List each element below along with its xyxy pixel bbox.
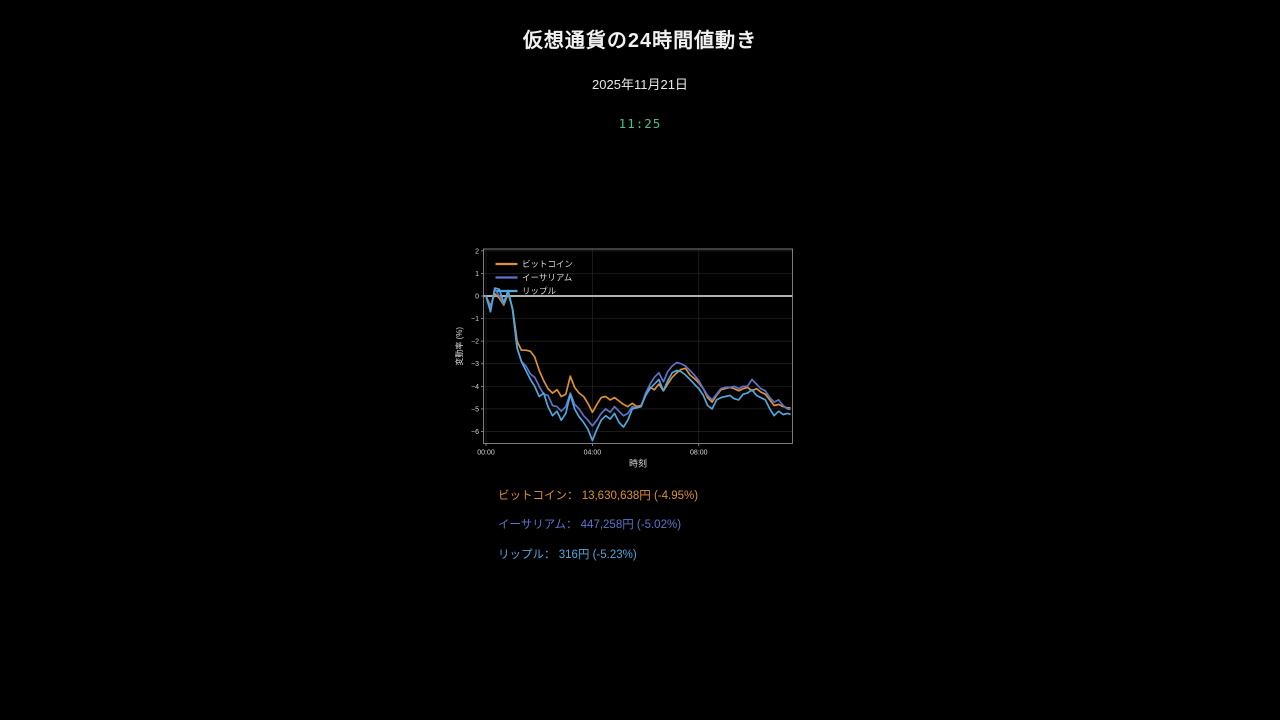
x-tick-label: 00:00 [477,450,495,457]
x-tick-label: 04:00 [584,450,602,457]
y-axis-label: 変動率 (%) [454,327,464,366]
legend-label-bitcoin: ビットコイン [522,259,573,269]
clock-label: 11:25 [618,116,662,131]
date-label: 2025年11月21日 [592,77,688,92]
y-tick-label: −1 [471,316,479,323]
y-tick-label: −2 [471,339,479,346]
ticker-list: ビットコイン： 13,630,638円 (-4.95%) イーサリアム： 447… [498,489,698,577]
legend-label-ripple: リップル [522,286,557,296]
page-title: 仮想通貨の24時間値動き [522,30,758,52]
ticker-row-bitcoin: ビットコイン： 13,630,638円 (-4.95%) [498,490,699,502]
x-tick-label: 08:00 [690,450,708,457]
y-tick-label: −6 [471,429,479,436]
series-line-ethereum [485,288,791,427]
video-panel: 仮想通貨の24時間値動き 2025年11月21日 11:25 2 1 0 −1 −2 −3… [437,0,843,720]
y-tick-label: −5 [471,406,479,413]
x-axis-label: 時刻 [629,458,647,469]
series-line-bitcoin [485,292,791,414]
y-tick-label: 1 [475,271,479,278]
y-tick-label: 2 [475,248,479,255]
series-line-ripple [485,287,791,442]
y-tick-label: 0 [475,294,479,301]
chart-frame [483,248,793,444]
y-tick-label: −4 [471,384,479,391]
legend-label-ethereum: イーサリアム [522,273,572,283]
ticker-row-ripple: リップル： 316円 (-5.23%) [498,548,637,561]
crypto-line-chart: 2 1 0 −1 −2 −3 −4 −5 −6 00:00 04:00 08:00 時刻 変動率 (%) ビ… [454,248,793,469]
ticker-row-ethereum: イーサリアム： 447,258円 (-5.02%) [498,519,682,532]
y-tick-label: −3 [471,361,479,368]
